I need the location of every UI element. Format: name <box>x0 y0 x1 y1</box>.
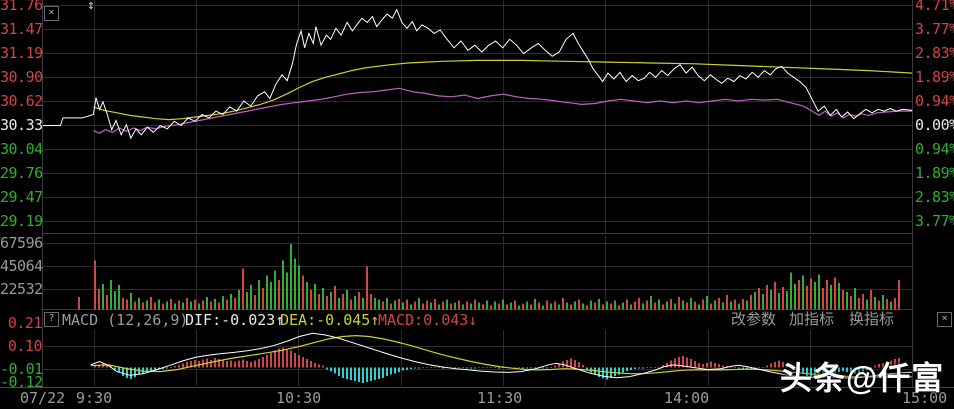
macd-value-readout: MACD:0.043↓ <box>378 311 478 329</box>
close-icon[interactable]: × <box>44 6 59 21</box>
time-axis-date: 07/22 <box>20 389 66 407</box>
pct-axis-label: 2.83% <box>915 44 954 62</box>
pct-axis-label: 1.89% <box>915 68 954 86</box>
volume-axis-label: 67596 <box>0 234 43 252</box>
price-axis-label: 30.62 <box>0 92 43 110</box>
add-indicator-button[interactable]: 加指标 <box>789 311 835 328</box>
price-axis-label: 31.47 <box>0 20 43 38</box>
macd-axis-label: 0.21 <box>7 314 43 332</box>
pct-axis-label: 3.77% <box>915 20 954 38</box>
help-icon[interactable]: ? <box>44 312 59 327</box>
pct-axis-label-zero: 0.00% <box>915 116 954 134</box>
macd-axis-label: -0.01 <box>0 360 43 378</box>
pct-axis-label: 0.94% <box>915 92 954 110</box>
price-axis-label: 31.19 <box>0 44 43 62</box>
macd-params-label: MACD (12,26,9) <box>62 311 189 329</box>
pct-axis-label: 0.94% <box>915 140 954 158</box>
macd-dea-readout: DEA:-0.045↑ <box>280 311 380 329</box>
time-axis-label: 11:30 <box>477 389 523 407</box>
change-params-button[interactable]: 改参数 <box>731 311 777 328</box>
close-indicator-icon[interactable]: × <box>937 312 952 327</box>
macd-axis-label: -0.12 <box>0 373 43 391</box>
watermark: 头条@仟富 <box>780 360 945 396</box>
macd-dif-readout: DIF:-0.023↑ <box>185 311 285 329</box>
volume-axis-label: 22532 <box>0 280 43 298</box>
time-axis-label: 14:00 <box>664 389 710 407</box>
time-axis-label: 10:30 <box>276 389 322 407</box>
price-axis-label: 30.90 <box>0 68 43 86</box>
time-axis-label: 15:00 <box>902 389 948 407</box>
volume-axis-label: 45064 <box>0 257 43 275</box>
switch-indicator-button[interactable]: 换指标 <box>849 311 895 328</box>
price-axis-label: 31.76 <box>0 0 43 14</box>
time-axis-label: 9:30 <box>76 389 113 407</box>
pct-axis-label: 3.77% <box>915 212 954 230</box>
resize-updown-arrow-icon[interactable]: ↕ <box>87 0 95 13</box>
pct-axis-label: 4.71% <box>915 0 954 14</box>
price-axis-label: 29.19 <box>0 212 43 230</box>
pct-axis-label: 2.83% <box>915 188 954 206</box>
macd-axis-label: 0.10 <box>7 337 43 355</box>
price-axis-label: 29.76 <box>0 164 43 182</box>
pct-axis-label: 1.89% <box>915 164 954 182</box>
price-axis-label-prev-close: 30.33 <box>0 116 43 134</box>
price-axis-label: 30.04 <box>0 140 43 158</box>
price-axis-label: 29.47 <box>0 188 43 206</box>
